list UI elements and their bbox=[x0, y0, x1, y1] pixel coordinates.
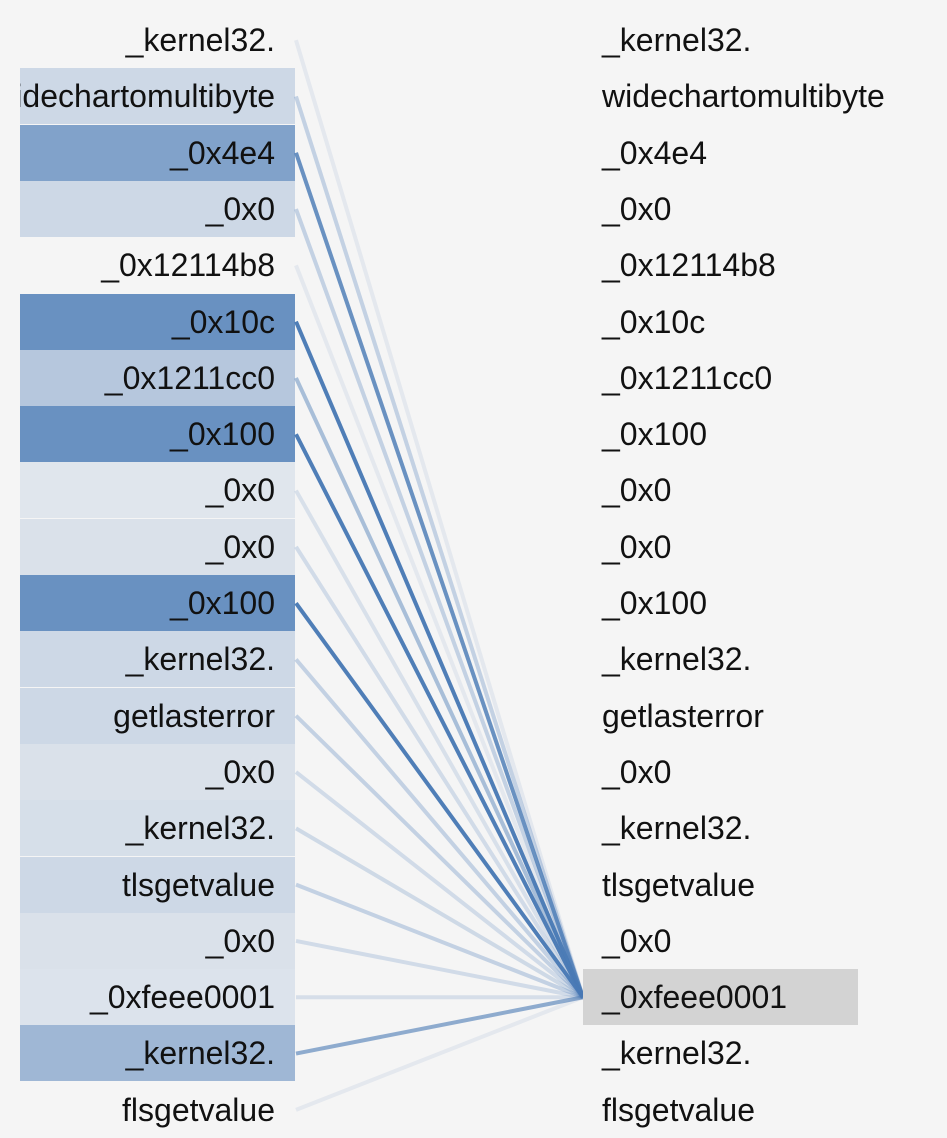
target-token[interactable]: _kernel32. bbox=[602, 641, 752, 678]
attention-link bbox=[294, 489, 585, 999]
target-token[interactable]: _0x100 bbox=[602, 416, 707, 453]
source-token[interactable]: _0x0 bbox=[20, 462, 295, 519]
source-token[interactable]: _0x1211cc0 bbox=[20, 349, 295, 406]
target-token[interactable]: tlsgetvalue bbox=[602, 866, 755, 903]
attention-link bbox=[294, 770, 585, 999]
source-token[interactable]: _kernel32. bbox=[125, 22, 275, 58]
target-token[interactable]: _kernel32. bbox=[602, 810, 752, 847]
target-token[interactable]: _kernel32. bbox=[602, 22, 752, 58]
target-token[interactable]: _0x0 bbox=[602, 190, 672, 227]
source-token[interactable]: getlasterror bbox=[20, 687, 295, 744]
attention-link bbox=[294, 433, 585, 999]
attention-link bbox=[294, 152, 585, 998]
attention-link bbox=[295, 938, 584, 1000]
attention-link bbox=[294, 39, 585, 998]
source-token[interactable]: _kernel32. bbox=[20, 800, 295, 857]
attention-link bbox=[294, 545, 585, 999]
attention-link bbox=[294, 208, 585, 998]
target-token[interactable]: _0x0 bbox=[602, 528, 672, 565]
attention-link bbox=[294, 264, 585, 998]
selected-target-token[interactable]: _0xfeee0001 bbox=[583, 969, 858, 1026]
source-token[interactable]: flsgetvalue bbox=[122, 1091, 275, 1128]
target-token[interactable]: _0x4e4 bbox=[602, 134, 707, 171]
source-token[interactable]: _0x0 bbox=[20, 912, 295, 969]
target-token[interactable]: _0x0 bbox=[602, 753, 672, 790]
source-token[interactable]: _kernel32. bbox=[20, 631, 295, 688]
attention-link bbox=[295, 995, 584, 1056]
attention-link bbox=[294, 714, 585, 999]
target-token[interactable]: _0x0 bbox=[602, 922, 672, 959]
attention-link bbox=[294, 320, 585, 999]
source-token[interactable]: _0x0 bbox=[20, 180, 295, 237]
target-token[interactable]: _kernel32. bbox=[602, 1035, 752, 1072]
source-token[interactable]: widechartomultibyte bbox=[20, 68, 295, 125]
attention-link bbox=[294, 658, 585, 999]
source-token[interactable]: _0x4e4 bbox=[20, 124, 295, 181]
source-token[interactable]: _0x12114b8 bbox=[101, 247, 275, 284]
attention-link bbox=[295, 882, 584, 1000]
source-token[interactable]: _0x0 bbox=[20, 743, 295, 800]
target-token[interactable]: widechartomultibyte bbox=[602, 78, 885, 115]
source-token[interactable]: _0x10c bbox=[20, 293, 295, 350]
source-token[interactable]: _kernel32. bbox=[20, 1025, 295, 1082]
target-token[interactable]: _0x100 bbox=[602, 585, 707, 621]
target-token[interactable]: _0x0 bbox=[602, 472, 672, 509]
attention-link bbox=[294, 95, 585, 998]
target-token[interactable]: _0x12114b8 bbox=[602, 247, 776, 284]
source-token[interactable]: _0x100 bbox=[20, 406, 295, 463]
source-token[interactable]: _0x0 bbox=[20, 518, 295, 575]
attention-link bbox=[294, 601, 585, 999]
attention-link bbox=[294, 826, 585, 999]
source-token[interactable]: _0x100 bbox=[20, 575, 295, 631]
target-token[interactable]: getlasterror bbox=[602, 697, 764, 734]
attention-link bbox=[294, 377, 585, 999]
target-token[interactable]: _0x10c bbox=[602, 303, 706, 340]
attention-link bbox=[295, 995, 584, 1112]
source-token[interactable]: _0xfeee0001 bbox=[20, 969, 295, 1026]
target-token[interactable]: _0x1211cc0 bbox=[602, 359, 773, 396]
target-token[interactable]: flsgetvalue bbox=[602, 1091, 755, 1128]
source-token[interactable]: tlsgetvalue bbox=[20, 856, 295, 913]
